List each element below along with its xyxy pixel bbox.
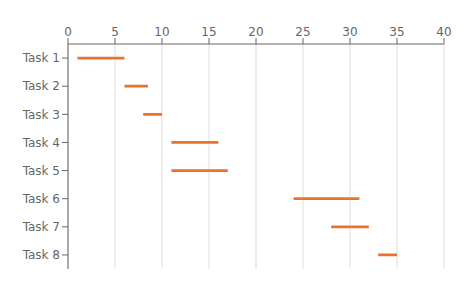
svg-text:25: 25 bbox=[295, 25, 310, 39]
svg-text:5: 5 bbox=[111, 25, 119, 39]
svg-text:Task 4: Task 4 bbox=[22, 136, 60, 150]
svg-text:30: 30 bbox=[342, 25, 357, 39]
svg-text:40: 40 bbox=[436, 25, 451, 39]
svg-text:Task 7: Task 7 bbox=[22, 220, 60, 234]
svg-text:Task 3: Task 3 bbox=[22, 108, 60, 122]
svg-text:35: 35 bbox=[389, 25, 404, 39]
svg-text:Task 2: Task 2 bbox=[22, 79, 60, 93]
svg-text:15: 15 bbox=[201, 25, 216, 39]
svg-text:Task 5: Task 5 bbox=[22, 164, 60, 178]
svg-text:10: 10 bbox=[154, 25, 169, 39]
svg-text:Task 6: Task 6 bbox=[22, 192, 60, 206]
svg-text:Task 8: Task 8 bbox=[22, 248, 60, 262]
svg-text:Task 1: Task 1 bbox=[22, 51, 60, 65]
svg-text:20: 20 bbox=[248, 25, 263, 39]
svg-text:0: 0 bbox=[64, 25, 72, 39]
